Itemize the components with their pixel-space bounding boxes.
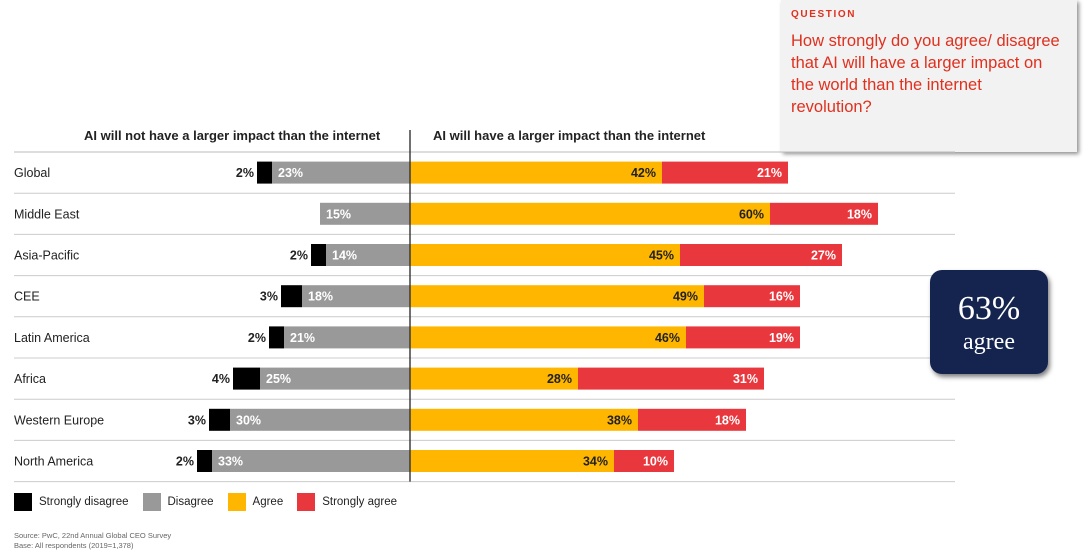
bar-label-disagree: 25% [266, 372, 291, 386]
question-box: QUESTION How strongly do you agree/ disa… [781, 0, 1077, 152]
category-label: Western Europe [14, 413, 104, 427]
bar-strongly-disagree [233, 367, 260, 390]
bar-disagree [326, 244, 410, 266]
legend-swatch [142, 493, 161, 511]
bar-strongly-disagree [209, 408, 230, 431]
bar-label-strongly-disagree: 3% [260, 290, 278, 304]
bar-label-disagree: 18% [308, 290, 333, 304]
bar-label-disagree: 23% [278, 166, 303, 180]
bar-agree [410, 285, 704, 308]
bar-strongly-agree [578, 367, 764, 390]
agree-summary-badge: 63% agree [930, 270, 1048, 374]
bar-label-disagree: 33% [218, 455, 243, 469]
bar-agree [410, 161, 662, 184]
bar-strongly-disagree [197, 450, 212, 472]
bar-strongly-agree [770, 202, 878, 225]
bar-label-agree: 42% [631, 166, 656, 180]
source-line: Source: PwC, 22nd Annual Global CEO Surv… [14, 531, 172, 540]
bar-label-strongly-agree: 31% [733, 372, 758, 386]
legend-label: Strongly agree [322, 496, 398, 508]
bar-label-strongly-agree: 21% [757, 166, 782, 180]
bar-agree [410, 367, 578, 390]
bar-label-agree: 45% [649, 249, 674, 263]
category-label: Global [14, 166, 50, 180]
bar-agree [410, 450, 614, 472]
bar-agree [410, 244, 680, 266]
legend-label: Agree [252, 496, 284, 508]
bar-strongly-agree [662, 161, 788, 184]
bar-label-strongly-agree: 18% [847, 207, 872, 221]
bar-label-agree: 49% [673, 290, 698, 304]
bar-disagree [212, 450, 410, 472]
bar-strongly-disagree [257, 161, 272, 184]
chart-legend: Strongly disagree Disagree Agree Strongl… [14, 493, 411, 511]
source-note: Source: PwC, 22nd Annual Global CEO Surv… [14, 531, 171, 551]
legend-swatch [14, 493, 32, 511]
bar-label-disagree: 15% [326, 207, 351, 221]
question-label: QUESTION [791, 9, 857, 20]
left-heading: AI will not have a larger impact than th… [84, 128, 381, 143]
question-text: How strongly do you agree/ disagree that… [791, 32, 1060, 116]
bar-disagree [302, 285, 410, 308]
bar-label-strongly-agree: 27% [811, 249, 836, 263]
bar-strongly-disagree [311, 244, 326, 266]
bar-label-strongly-disagree: 3% [188, 413, 206, 427]
bar-label-disagree: 14% [332, 249, 357, 263]
bar-label-strongly-disagree: 2% [290, 249, 308, 263]
bar-label-agree: 46% [655, 331, 680, 345]
bar-label-strongly-disagree: 2% [236, 166, 254, 180]
bar-disagree [230, 408, 410, 431]
bar-label-strongly-disagree: 2% [176, 455, 194, 469]
bar-agree [410, 202, 770, 225]
bar-label-disagree: 30% [236, 413, 261, 427]
bar-disagree [284, 326, 410, 349]
bar-strongly-agree [686, 326, 800, 349]
bar-strongly-agree [638, 408, 746, 431]
category-label: CEE [14, 290, 40, 304]
bar-strongly-agree [614, 450, 674, 472]
legend-label: Strongly disagree [39, 496, 129, 508]
bar-label-agree: 60% [739, 207, 764, 221]
bar-label-strongly-agree: 16% [769, 290, 794, 304]
badge-value: 63% [957, 290, 1021, 327]
badge-label: agree [963, 329, 1015, 355]
bar-label-strongly-agree: 18% [715, 413, 740, 427]
legend-swatch [227, 493, 246, 511]
category-label: Africa [14, 372, 46, 386]
bar-label-strongly-agree: 10% [643, 455, 668, 469]
category-label: Latin America [14, 331, 90, 345]
legend-item-disagree: Disagree [142, 493, 214, 511]
bar-disagree [320, 202, 410, 225]
bar-agree [410, 408, 638, 431]
legend-item-strongly-disagree: Strongly disagree [14, 493, 129, 511]
bar-disagree [260, 367, 410, 390]
bar-disagree [272, 161, 410, 184]
bar-label-agree: 28% [547, 372, 572, 386]
bar-label-strongly-disagree: 4% [212, 372, 230, 386]
bar-label-agree: 34% [583, 455, 608, 469]
legend-item-agree: Agree [227, 493, 284, 511]
legend-item-strongly-agree: Strongly agree [297, 493, 397, 511]
bar-strongly-disagree [281, 285, 302, 308]
category-label: Middle East [14, 207, 80, 221]
bar-label-strongly-disagree: 2% [248, 331, 266, 345]
bar-label-strongly-agree: 19% [769, 331, 794, 345]
category-label: North America [14, 455, 93, 469]
right-heading: AI will have a larger impact than the in… [433, 128, 706, 143]
bar-agree [410, 326, 686, 349]
bar-strongly-agree [680, 244, 842, 266]
bar-strongly-agree [704, 285, 800, 308]
bar-label-agree: 38% [607, 413, 632, 427]
legend-swatch [297, 493, 316, 511]
legend-label: Disagree [167, 496, 214, 508]
category-label: Asia-Pacific [14, 249, 79, 263]
bar-strongly-disagree [269, 326, 284, 349]
base-line: Base: All respondents (2019=1,378) [14, 541, 134, 550]
bar-label-disagree: 21% [290, 331, 315, 345]
